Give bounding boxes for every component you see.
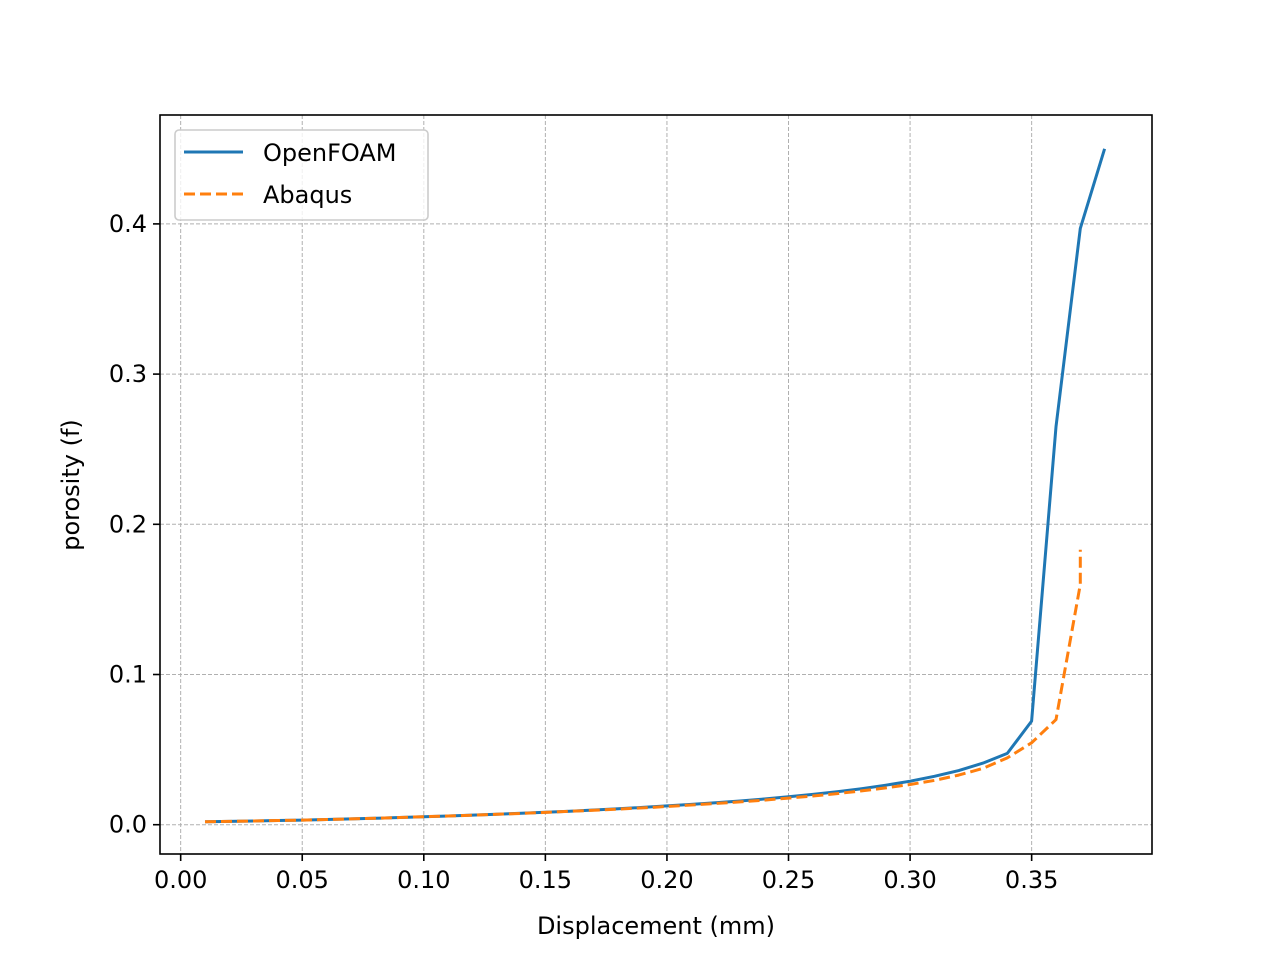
plot-frame (159, 114, 1153, 855)
y-tick-label: 0.4 (109, 210, 147, 238)
x-axis-label: Displacement (mm) (537, 912, 775, 940)
series-layer (204, 148, 1107, 824)
y-axis: 0.0 0.1 0.2 0.3 0.4 (109, 210, 160, 839)
y-tick-label: 0.0 (109, 811, 147, 839)
grid (160, 115, 1152, 854)
x-tick-label: 0.30 (883, 866, 936, 894)
x-tick-label: 0.20 (640, 866, 693, 894)
x-axis: 0.00 0.05 0.10 0.15 0.20 0.25 0.30 0.35 (154, 854, 1058, 894)
legend: OpenFOAM Abaqus (174, 129, 429, 221)
y-tick-label: 0.1 (109, 661, 147, 689)
y-tick-label: 0.2 (109, 510, 147, 538)
x-tick-label: 0.25 (762, 866, 815, 894)
legend-label-abaqus: Abaqus (263, 181, 352, 209)
x-tick-label: 0.05 (276, 866, 329, 894)
plot-area (160, 115, 1152, 854)
x-tick-label: 0.10 (397, 866, 450, 894)
series-line-abaqus (204, 549, 1082, 824)
x-tick-label: 0.35 (1005, 866, 1058, 894)
x-tick-label: 0.00 (154, 866, 207, 894)
x-tick-label: 0.15 (519, 866, 572, 894)
legend-label-openfoam: OpenFOAM (263, 139, 397, 167)
y-axis-label: porosity (f) (57, 419, 85, 551)
y-tick-label: 0.3 (109, 360, 147, 388)
